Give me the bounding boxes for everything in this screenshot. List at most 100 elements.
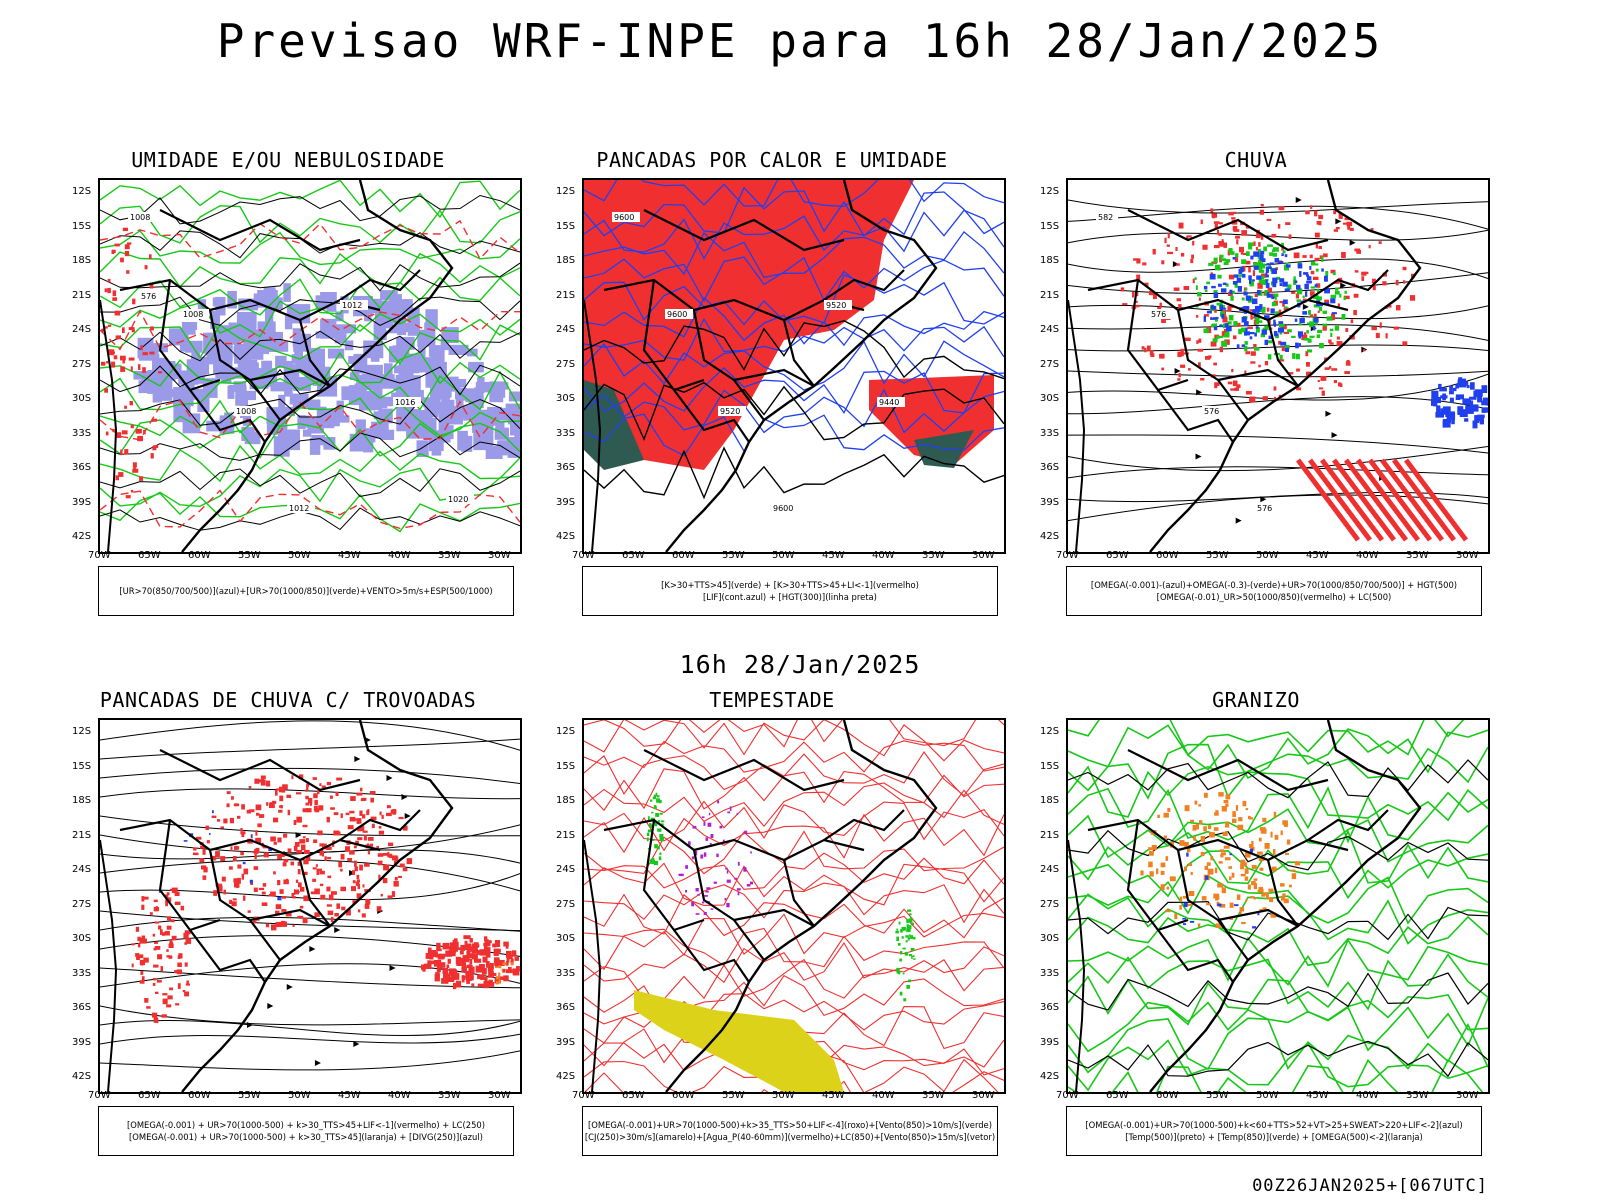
precip-cell [1227, 305, 1232, 312]
precip-cell [449, 968, 456, 976]
precip-cell [1337, 303, 1340, 308]
precip-cell [1293, 252, 1300, 259]
lon-tick-label: 45W [338, 550, 361, 561]
precip-cell [1282, 281, 1288, 287]
precip-cell [184, 930, 191, 935]
precip-cell [1274, 834, 1279, 840]
precip-cell [498, 972, 501, 977]
precip-cell [210, 856, 217, 861]
precip-cell [700, 854, 704, 859]
precip-cell [475, 965, 483, 973]
precip-cell [651, 811, 654, 814]
precip-cell [1259, 909, 1264, 912]
precip-cell [1267, 287, 1272, 293]
precip-cell [174, 901, 181, 905]
precip-cell [1261, 310, 1265, 313]
precip-cell [650, 799, 653, 802]
precip-cell [257, 290, 278, 301]
lat-tick-label: 12S [556, 726, 576, 737]
precip-cell [1196, 823, 1199, 830]
precip-cell [1191, 254, 1194, 259]
precip-cell [896, 971, 901, 974]
precip-cell [350, 818, 357, 821]
precip-cell [241, 804, 245, 810]
country-border [208, 849, 281, 961]
precip-cell [694, 850, 698, 856]
precip-cell [273, 841, 277, 845]
lat-tick-label: 18S [556, 255, 576, 266]
precip-cell [1273, 811, 1277, 818]
precip-cell [1264, 290, 1269, 296]
precip-cell [463, 935, 471, 940]
precip-cell [180, 905, 185, 911]
precip-cell [1259, 867, 1264, 871]
precip-cell [1291, 873, 1297, 880]
temp500-contour [1068, 900, 1488, 941]
precip-cell [1227, 793, 1230, 800]
streamline [1068, 370, 1488, 378]
precip-cell [1331, 313, 1335, 318]
precip-cell [388, 842, 394, 847]
precip-cell [1255, 234, 1261, 239]
precip-cell [471, 948, 475, 954]
precip-cell [1269, 897, 1274, 903]
pressure-isobar [100, 230, 520, 259]
contour-label: 9520 [720, 407, 740, 416]
main-title: Previsao WRF-INPE para 16h 28/Jan/2025 [216, 14, 1384, 68]
precip-cell [1260, 275, 1265, 280]
precip-cell [120, 449, 123, 456]
precip-cell [1232, 281, 1238, 285]
precip-cell [1316, 288, 1320, 293]
precip-cell [1237, 824, 1244, 831]
precip-cell [1242, 252, 1249, 255]
precip-cell [108, 349, 115, 356]
precip-cell [1223, 261, 1229, 266]
precip-cell [460, 944, 466, 951]
precip-cell [1328, 339, 1332, 343]
precip-cell [660, 820, 665, 823]
precip-cell [143, 896, 149, 900]
precip-cell [1289, 884, 1292, 888]
coastline [665, 720, 938, 1092]
panel-legend: [UR>70(850/700/500)](azul)+[UR>70(1000/8… [98, 566, 514, 616]
precip-cell [1184, 805, 1190, 812]
precip-cell [1201, 896, 1207, 901]
precip-cell [132, 298, 136, 305]
precip-cell [492, 943, 497, 948]
precip-cell [1160, 884, 1165, 890]
precip-cell [1215, 923, 1221, 928]
precip-cell [1310, 270, 1315, 275]
precip-cell [1188, 891, 1195, 896]
precip-cell [1237, 286, 1242, 292]
lat-tick-label: 24S [1040, 864, 1060, 875]
precip-cell [1433, 397, 1438, 407]
precip-cell [734, 877, 737, 880]
precip-cell [1402, 266, 1407, 271]
precip-cell [243, 868, 249, 875]
country-border [1157, 389, 1234, 443]
precip-cell [1159, 353, 1165, 359]
precip-water-contour [584, 720, 1004, 748]
precip-cell [1334, 281, 1340, 284]
precip-cell [273, 871, 276, 875]
precip-cell [1182, 918, 1187, 920]
precip-cell [719, 825, 723, 829]
precip-cell [1176, 263, 1180, 266]
precip-cell [1229, 902, 1234, 908]
precip-cell [295, 845, 298, 848]
precip-cell [1222, 282, 1227, 285]
lon-tick-label: 65W [1106, 550, 1129, 561]
precip-cell [1466, 385, 1470, 389]
precip-cell [1302, 295, 1305, 298]
precip-cell [1253, 262, 1259, 268]
precip-cell [1241, 230, 1247, 236]
precip-cell [258, 887, 265, 891]
precip-cell [370, 816, 377, 821]
precip-cell [1250, 351, 1256, 356]
lon-tick-label: 50W [1256, 550, 1279, 561]
precip-cell [1239, 909, 1242, 915]
lat-tick-label: 15S [556, 760, 576, 772]
precip-cell [1343, 296, 1346, 301]
precip-cell [1231, 368, 1234, 373]
precip-cell [141, 904, 145, 910]
